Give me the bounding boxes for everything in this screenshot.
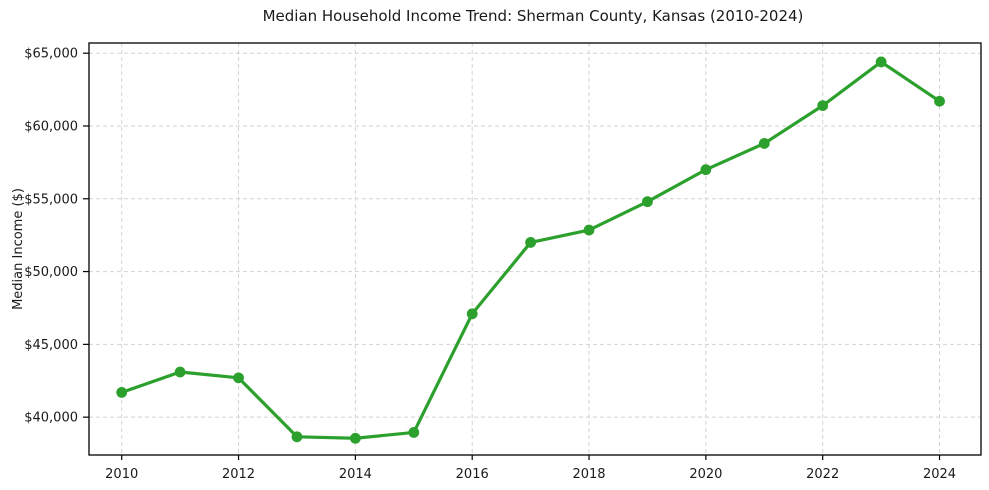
y-tick-label: $50,000 [24, 265, 78, 280]
data-point [583, 224, 595, 236]
data-point [758, 138, 770, 149]
tick-layer: $40,000 $45,000 $50,000 $55,000 $60,000 $65,0… [24, 47, 956, 482]
x-tick-label: 2016 [456, 467, 489, 482]
data-point [408, 427, 420, 438]
y-tick-label: $55,000 [24, 192, 78, 207]
data-point [875, 56, 887, 68]
y-tick-label: $40,000 [24, 411, 78, 426]
trend-line [120, 60, 942, 440]
data-point [525, 237, 537, 248]
x-tick-label: 2024 [923, 467, 956, 482]
data-point [174, 366, 186, 378]
x-tick-label: 2014 [339, 467, 372, 482]
data-point [349, 432, 361, 444]
data-point [700, 164, 712, 176]
x-tick-label: 2010 [105, 467, 138, 482]
y-tick-label: $45,000 [24, 338, 78, 353]
data-point [642, 196, 653, 208]
x-tick-label: 2012 [222, 467, 255, 482]
data-point [466, 308, 478, 320]
x-tick-label: 2018 [572, 467, 605, 482]
data-point [233, 372, 244, 384]
series-layer [116, 56, 945, 444]
data-point [116, 386, 128, 398]
data-point [934, 95, 945, 107]
grid-layer [89, 43, 981, 455]
x-tick-label: 2022 [806, 467, 839, 482]
x-tick-label: 2020 [689, 467, 722, 482]
data-point [291, 431, 303, 443]
plot-border [88, 42, 982, 456]
y-tick-label: $60,000 [24, 119, 78, 134]
data-point [817, 100, 829, 112]
y-axis-label: Median Income ($) [11, 188, 26, 310]
chart-title: Median Household Income Trend: Sherman C… [263, 7, 804, 25]
y-tick-label: $65,000 [24, 47, 78, 62]
